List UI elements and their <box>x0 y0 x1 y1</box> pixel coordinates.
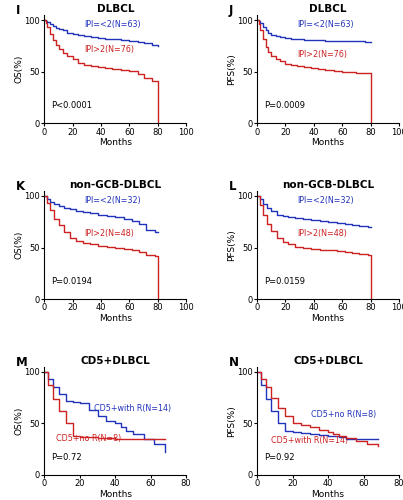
Text: N: N <box>229 356 239 368</box>
Text: P=0.92: P=0.92 <box>264 453 295 462</box>
Text: IPI=<2(N=63): IPI=<2(N=63) <box>84 20 141 30</box>
Y-axis label: PFS(%): PFS(%) <box>227 229 236 261</box>
Text: L: L <box>229 180 236 193</box>
Text: IPI=<2(N=32): IPI=<2(N=32) <box>84 196 141 205</box>
Y-axis label: PFS(%): PFS(%) <box>227 54 236 85</box>
Text: IPI=<2(N=63): IPI=<2(N=63) <box>297 20 353 30</box>
Y-axis label: PFS(%): PFS(%) <box>227 405 236 436</box>
Text: IPI>2(N=76): IPI>2(N=76) <box>297 50 347 58</box>
Text: P=0.0009: P=0.0009 <box>264 102 305 110</box>
Y-axis label: OS(%): OS(%) <box>14 231 23 259</box>
Title: DLBCL: DLBCL <box>96 4 134 14</box>
Text: K: K <box>16 180 25 193</box>
Text: J: J <box>229 4 233 17</box>
Text: P=0.0159: P=0.0159 <box>264 277 305 286</box>
Y-axis label: OS(%): OS(%) <box>14 55 23 84</box>
Text: CD5+no R(N=8): CD5+no R(N=8) <box>56 434 121 443</box>
Text: M: M <box>16 356 28 368</box>
X-axis label: Months: Months <box>312 138 345 147</box>
Text: I: I <box>16 4 20 17</box>
Text: CD5+no R(N=8): CD5+no R(N=8) <box>311 410 376 419</box>
Title: DLBCL: DLBCL <box>309 4 347 14</box>
X-axis label: Months: Months <box>99 490 132 498</box>
Text: P=0.72: P=0.72 <box>52 453 82 462</box>
Title: non-GCB-DLBCL: non-GCB-DLBCL <box>282 180 374 190</box>
X-axis label: Months: Months <box>99 314 132 323</box>
Title: CD5+DLBCL: CD5+DLBCL <box>293 356 363 366</box>
Text: IPI>2(N=48): IPI>2(N=48) <box>84 228 134 237</box>
Text: IPI>2(N=48): IPI>2(N=48) <box>297 228 347 237</box>
X-axis label: Months: Months <box>99 138 132 147</box>
Title: non-GCB-DLBCL: non-GCB-DLBCL <box>69 180 161 190</box>
Y-axis label: OS(%): OS(%) <box>14 406 23 435</box>
Text: CD5+with R(N=14): CD5+with R(N=14) <box>271 436 349 445</box>
Text: CD5+with R(N=14): CD5+with R(N=14) <box>94 404 171 413</box>
X-axis label: Months: Months <box>312 490 345 498</box>
Text: IPI>2(N=76): IPI>2(N=76) <box>84 46 134 54</box>
Text: IPI=<2(N=32): IPI=<2(N=32) <box>297 196 353 205</box>
X-axis label: Months: Months <box>312 314 345 323</box>
Title: CD5+DLBCL: CD5+DLBCL <box>80 356 150 366</box>
Text: P<0.0001: P<0.0001 <box>52 102 92 110</box>
Text: P=0.0194: P=0.0194 <box>52 277 92 286</box>
